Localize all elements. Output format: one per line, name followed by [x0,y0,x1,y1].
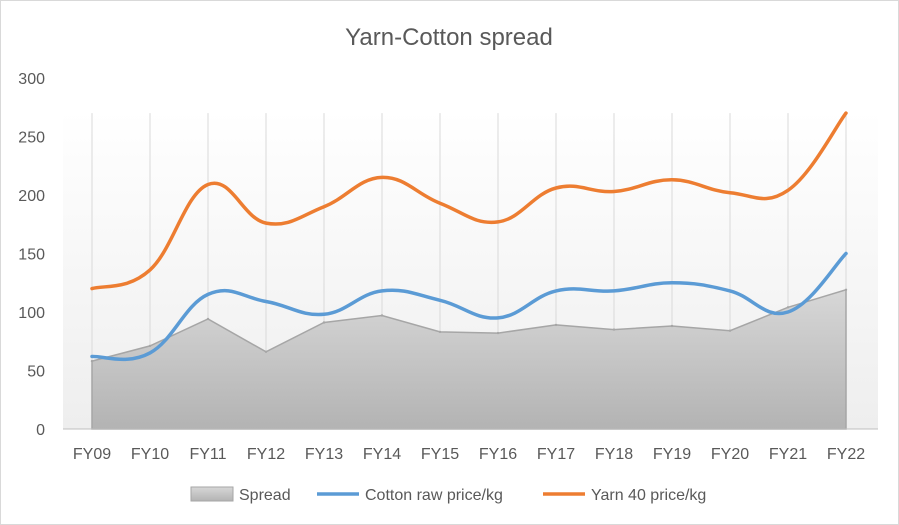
y-tick-label: 200 [18,188,45,205]
x-tick-label: FY10 [131,446,169,463]
y-tick-label: 250 [18,130,45,147]
x-tick-label: FY20 [711,446,749,463]
x-tick-label: FY21 [769,446,807,463]
y-tick-label: 50 [27,364,45,381]
area-point-fy13 [322,321,326,324]
area-point-fy11 [206,317,210,321]
area-point-fy17 [554,323,558,327]
area-point-fy09 [90,359,94,363]
legend-label-cotton-raw-price-kg: Cotton raw price/kg [365,487,503,504]
x-tick-label: FY13 [305,446,343,463]
x-tick-label: FY11 [189,446,226,463]
area-point-fy22 [844,288,848,291]
chart-title: Yarn-Cotton spread [345,24,553,51]
y-tick-label: 300 [18,71,45,88]
area-point-fy21 [786,306,790,309]
area-point-fy14 [380,314,384,317]
series-line-yarn-40-price-kg [90,111,848,291]
x-tick-label: FY12 [247,446,285,463]
area-point-fy19 [670,324,674,328]
series-line-cotton-raw-price-kg [90,251,848,362]
y-tick-label: 100 [18,305,45,322]
area-point-fy20 [728,329,732,332]
x-tick-label: FY14 [363,446,401,463]
legend-swatch-spread [190,486,234,502]
x-tick-label: FY16 [479,446,517,463]
area-point-fy10 [148,344,152,348]
area-point-fy16 [496,331,500,335]
x-tick-label: FY15 [421,446,459,463]
area-point-fy15 [438,330,442,334]
legend-label-spread: Spread [239,487,291,504]
x-tick-label: FY19 [653,446,691,463]
x-tick-label: FY22 [827,446,865,463]
y-tick-label: 150 [18,247,45,264]
area-point-fy12 [264,350,268,353]
legend-label-yarn-40-price-kg: Yarn 40 price/kg [591,487,706,504]
x-tick-label: FY17 [537,446,575,463]
y-tick-label: 0 [36,422,45,439]
x-tick-label: FY09 [73,446,111,463]
x-tick-label: FY18 [595,446,633,463]
area-point-fy18 [612,328,616,331]
